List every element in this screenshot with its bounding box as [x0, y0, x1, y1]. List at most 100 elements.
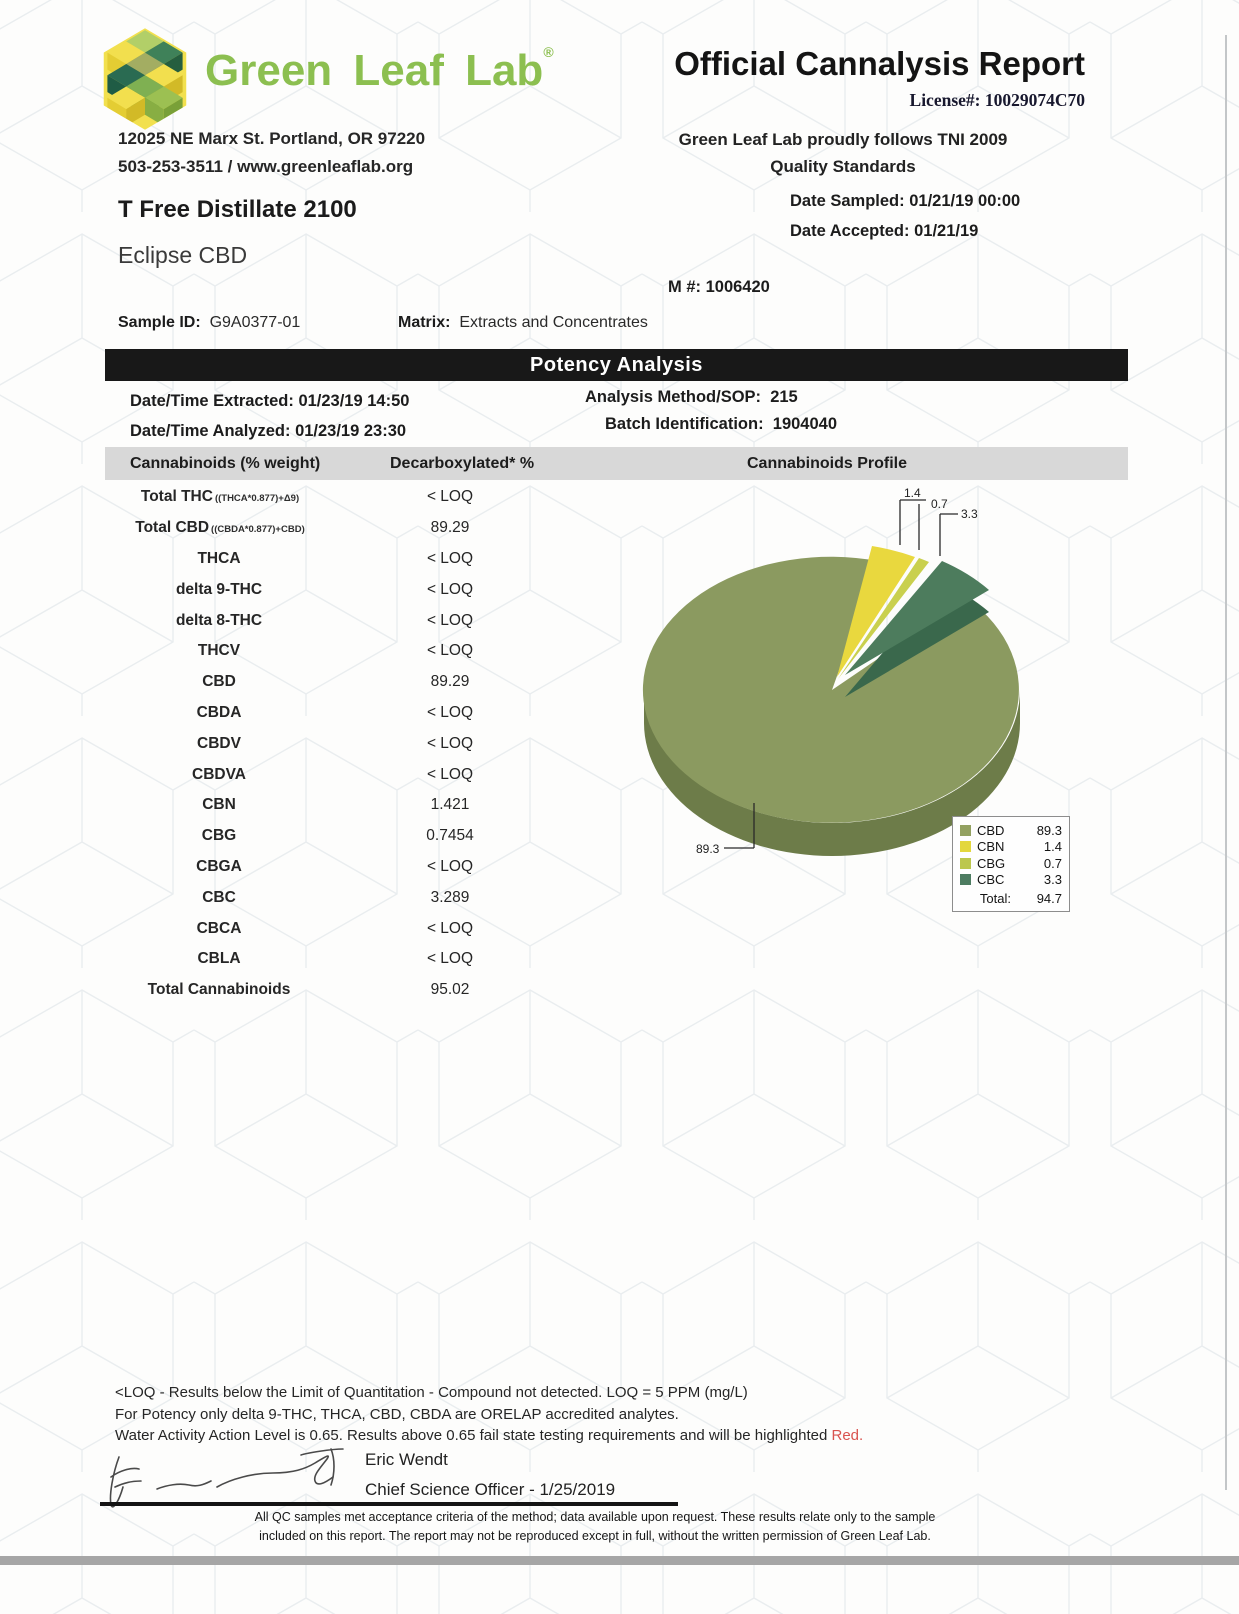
table-row: CBD 89.29	[105, 667, 565, 698]
license-number: License#: 10029074C70	[909, 90, 1085, 110]
cannabinoid-value: < LOQ	[426, 950, 474, 968]
batch-identification: Batch Identification: 1904040	[605, 415, 838, 433]
registered-mark: ®	[543, 44, 554, 60]
cannabinoid-name: CBC	[202, 888, 236, 906]
callout-label-cbc: 3.3	[961, 507, 978, 521]
datetime-analyzed: Date/Time Analyzed: 01/23/19 23:30	[130, 422, 407, 440]
cannabinoid-value: < LOQ	[426, 734, 474, 752]
cannabinoid-value: < LOQ	[426, 488, 474, 506]
col-cannabinoids: Cannabinoids (% weight)	[130, 455, 321, 472]
cannabinoid-value: 89.29	[430, 519, 470, 537]
legend-value: 89.3	[1036, 822, 1062, 838]
table-row: CBDVA < LOQ	[105, 759, 565, 790]
m-number: M #: 1006420	[668, 278, 770, 296]
brand-name: Green Leaf Lab®	[205, 44, 554, 95]
cannabinoid-table: Total THC ((THCA*0.877)+Δ9) < LOQ Total C…	[105, 482, 565, 1006]
cannabinoid-name: Total Cannabinoids	[147, 981, 291, 999]
method-meta: Analysis Method/SOP: 215 Batch Identific…	[585, 384, 837, 438]
product-name: T Free Distillate 2100	[118, 196, 357, 223]
cannabinoid-name: CBD	[202, 673, 236, 691]
report-title: Official Cannalysis Report	[674, 45, 1085, 82]
cannabinoid-value: < LOQ	[426, 765, 474, 783]
legend-value: 3.3	[1043, 872, 1062, 888]
callout-label-cbn: 1.4	[904, 486, 921, 500]
legend-swatch	[960, 857, 971, 869]
cannabinoid-value: < LOQ	[426, 580, 474, 598]
tni-statement: Green Leaf Lab proudly follows TNI 2009 …	[640, 126, 1046, 180]
table-row: CBCA < LOQ	[105, 913, 565, 944]
cannabinoid-value: < LOQ	[426, 611, 474, 629]
table-row: Total Cannabinoids 95.02	[105, 975, 565, 1006]
table-row: CBN 1.421	[105, 790, 565, 821]
signatory-block: Eric Wendt Chief Science Officer - 1/25/…	[365, 1448, 615, 1501]
cannabinoid-name: THCA	[197, 549, 241, 567]
legend-label: CBD	[977, 822, 1005, 838]
legend-value: 0.7	[1043, 855, 1062, 871]
callout-label-cbd: 89.3	[696, 842, 720, 856]
table-row: delta 9-THC < LOQ	[105, 574, 565, 605]
legend-entries: CBD 89.3 CBN 1.4 CBG 0.7 CBC	[960, 822, 1062, 888]
cannabinoid-name: THCV	[197, 642, 241, 660]
table-row: Total THC ((THCA*0.877)+Δ9) < LOQ	[105, 482, 565, 513]
cannabinoid-name: CBDA	[196, 703, 242, 721]
cannabinoid-formula: ((CBDA*0.877)+CBD)	[211, 524, 305, 536]
qc-line-2: included on this report. The report may …	[259, 1529, 931, 1543]
cannabinoid-name: CBN	[202, 796, 236, 814]
legend-value: 1.4	[1043, 839, 1062, 855]
address-line-2: 503-253-3511 / www.greenleaflab.org	[118, 157, 414, 176]
cannabinoid-value: 0.7454	[426, 827, 474, 845]
footnotes: <LOQ - Results below the Limit of Quanti…	[115, 1382, 863, 1447]
table-row: CBGA < LOQ	[105, 852, 565, 883]
cannabinoid-name: Total THC ((THCA*0.877)+Δ9)	[140, 488, 300, 506]
signatory-name: Eric Wendt	[365, 1450, 448, 1469]
table-row: CBG 0.7454	[105, 821, 565, 852]
cannabinoid-name: delta 8-THC	[175, 611, 263, 629]
cannabinoid-value: < LOQ	[426, 703, 474, 721]
date-block: Date Sampled: 01/21/19 00:00 Date Accept…	[790, 186, 1020, 246]
cannabinoid-name: CBCA	[196, 919, 242, 937]
cannabinoid-formula: ((THCA*0.877)+Δ9)	[214, 493, 300, 505]
qc-statement: All QC samples met acceptance criteria o…	[165, 1508, 1025, 1546]
table-row: CBLA < LOQ	[105, 944, 565, 975]
red-highlight-word: Red.	[831, 1427, 864, 1444]
datetime-extracted: Date/Time Extracted: 01/23/19 14:50	[130, 392, 410, 410]
legend-swatch	[960, 874, 971, 886]
sample-matrix: Matrix: Extracts and Concentrates	[398, 314, 648, 331]
potency-analysis-section-bar: Potency Analysis	[105, 349, 1128, 381]
cannabinoid-name: CBDV	[197, 734, 241, 752]
extraction-meta: Date/Time Extracted: 01/23/19 14:50 Date…	[130, 386, 409, 446]
col-decarboxylated: Decarboxylated* %	[390, 455, 535, 472]
table-row: delta 8-THC < LOQ	[105, 605, 565, 636]
tni-line-1: Green Leaf Lab proudly follows TNI 2009	[678, 130, 1008, 149]
table-row: CBC 3.289	[105, 882, 565, 913]
pie-legend: CBD 89.3 CBN 1.4 CBG 0.7 CBC	[952, 816, 1070, 912]
legend-total-row: Total: 94.7	[960, 889, 1062, 907]
sample-id: Sample ID: G9A0377-01	[118, 314, 301, 331]
footer-divider	[100, 1502, 678, 1506]
table-row: CBDA < LOQ	[105, 698, 565, 729]
date-accepted: Date Accepted: 01/21/19	[790, 222, 979, 240]
cannabinoid-value: 89.29	[430, 673, 470, 691]
cannabinoid-name: CBDVA	[192, 765, 246, 783]
table-row: Total CBD ((CBDA*0.877)+CBD) 89.29	[105, 513, 565, 544]
legend-label: CBN	[977, 839, 1005, 855]
legend-row: CBD 89.3	[960, 822, 1062, 839]
signatory-title-date: Chief Science Officer - 1/25/2019	[365, 1480, 616, 1499]
analysis-method: Analysis Method/SOP: 215	[585, 388, 798, 406]
table-row: THCA < LOQ	[105, 544, 565, 575]
scan-edge-bottom-bar	[0, 1556, 1239, 1565]
cannabinoid-value: < LOQ	[426, 857, 474, 875]
legend-row: CBG 0.7	[960, 855, 1062, 872]
cannabinoid-name: CBGA	[196, 857, 242, 875]
callout-label-cbg: 0.7	[931, 497, 948, 511]
qc-line-1: All QC samples met acceptance criteria o…	[254, 1510, 936, 1524]
table-row: THCV < LOQ	[105, 636, 565, 667]
green-leaf-lab-logo-icon	[103, 28, 187, 130]
cannabinoid-name: delta 9-THC	[175, 580, 263, 598]
legend-row: CBC 3.3	[960, 872, 1062, 889]
scan-edge-right-line	[1225, 35, 1227, 1490]
potency-analysis-title: Potency Analysis	[530, 353, 703, 376]
cannabinoid-value: 3.289	[430, 888, 470, 906]
legend-swatch	[960, 841, 971, 853]
footnote-orelap: For Potency only delta 9-THC, THCA, CBD,…	[115, 1405, 679, 1423]
